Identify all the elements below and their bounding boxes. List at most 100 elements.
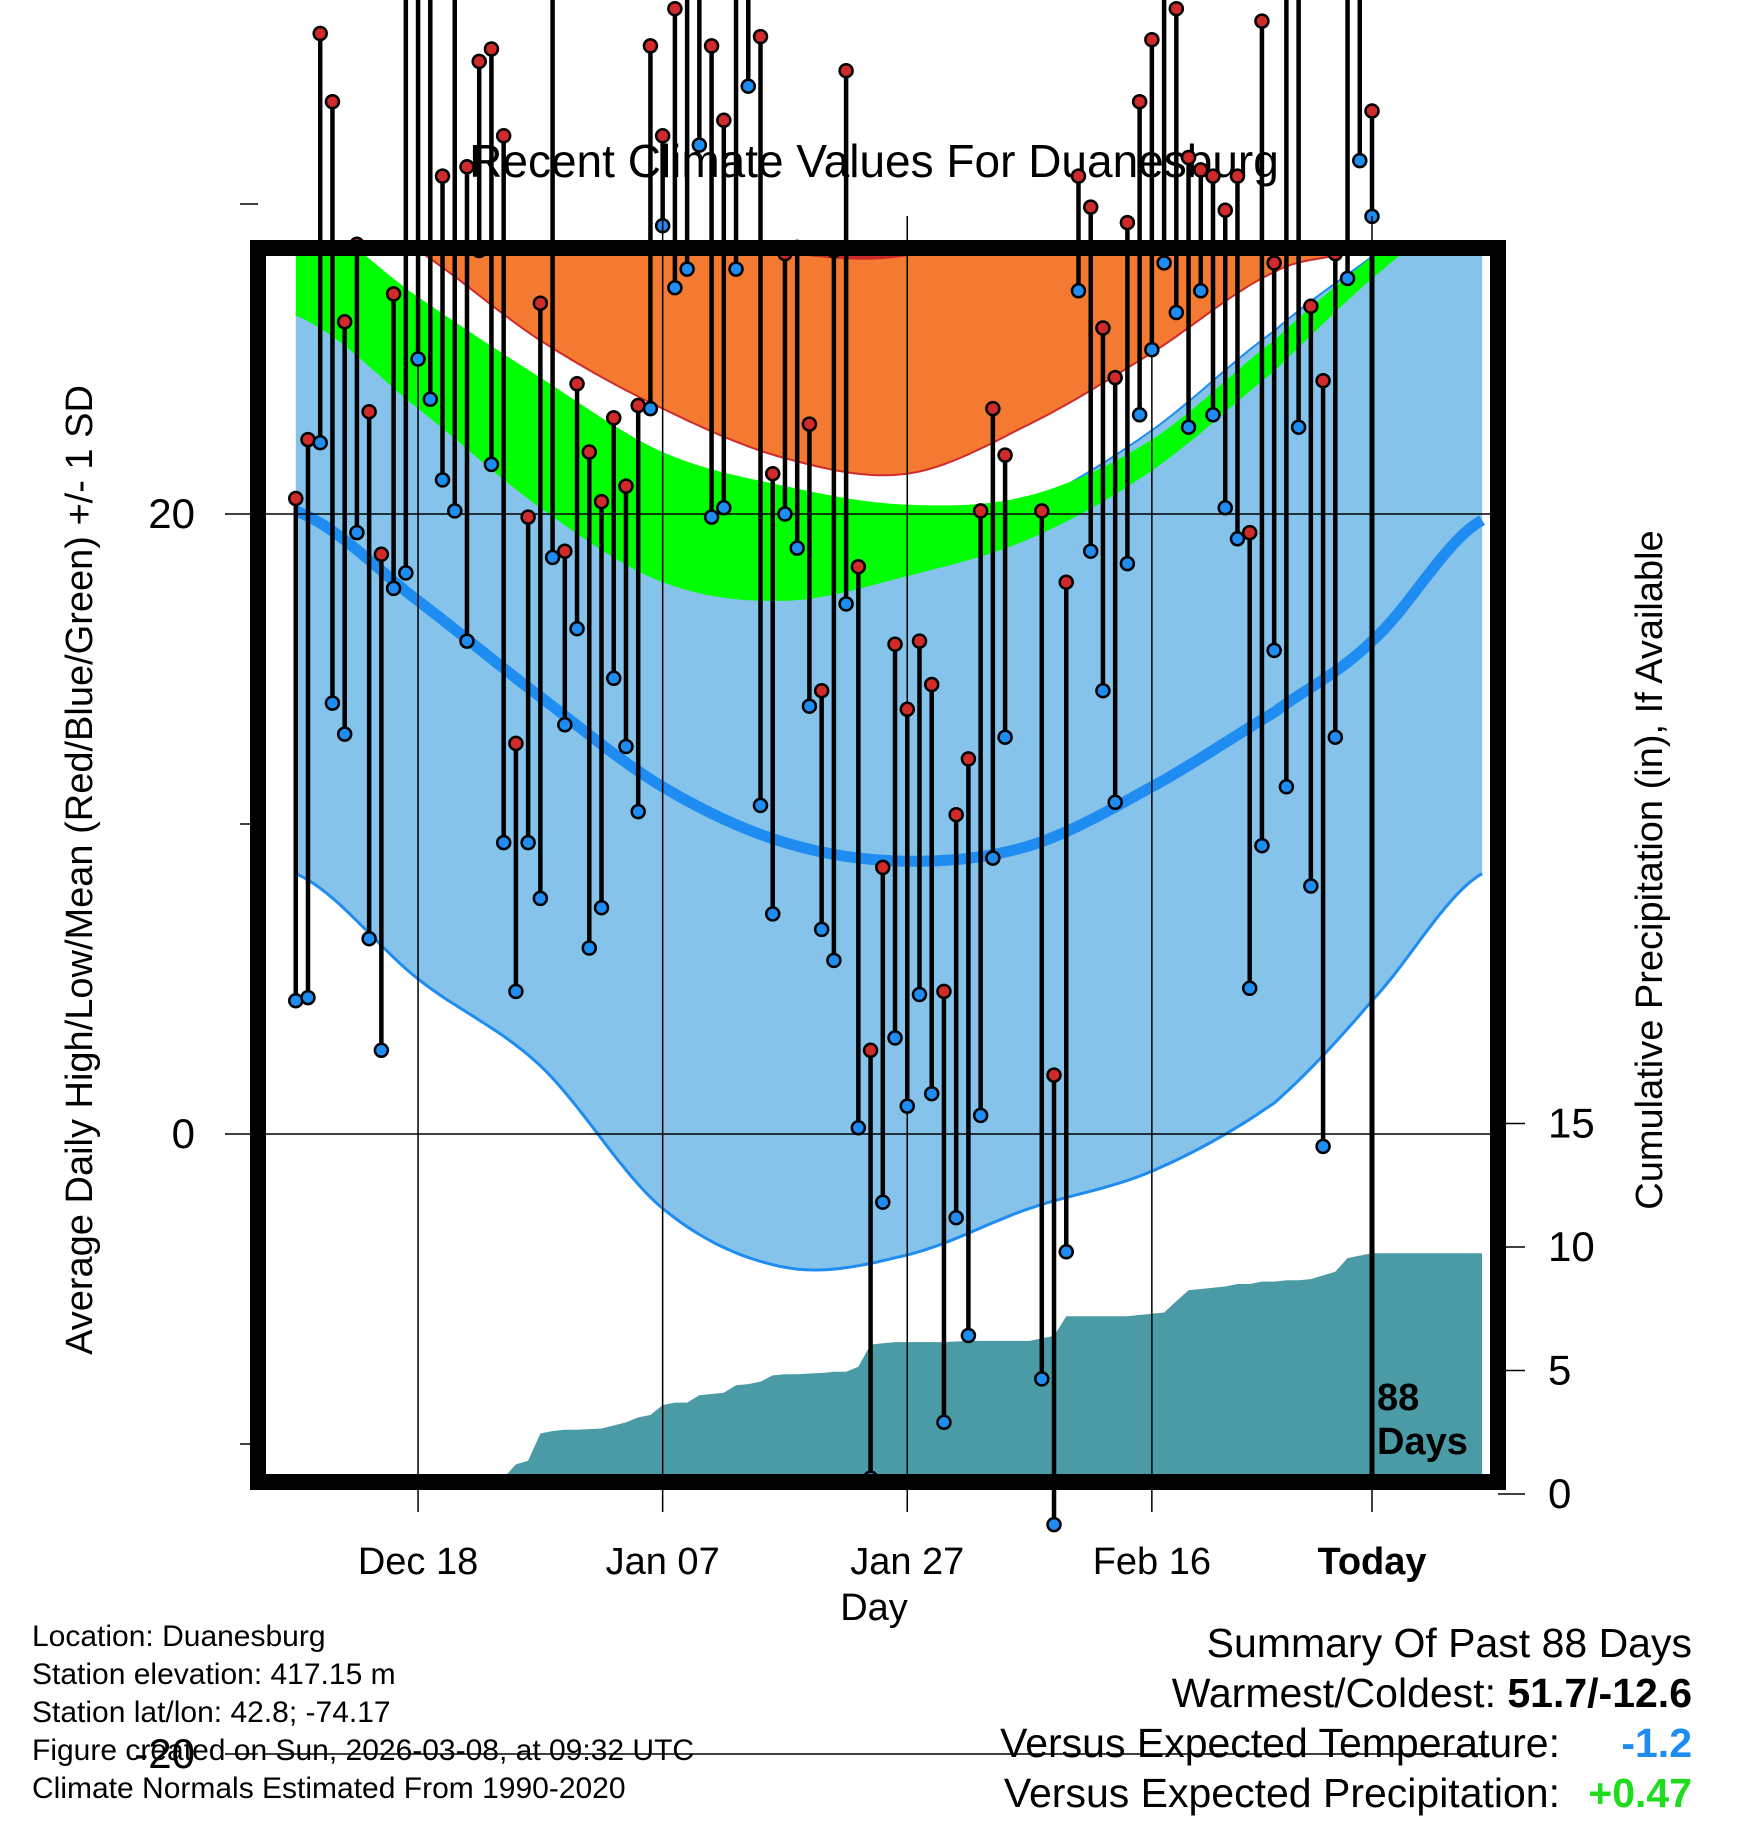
obs-high-dot <box>838 62 854 79</box>
obs-high-dot <box>1082 199 1099 215</box>
obs-high-dot <box>1070 168 1087 184</box>
obs-low-dot <box>557 717 573 733</box>
obs-low-dot <box>936 1414 952 1431</box>
obs-low-dot <box>838 596 854 612</box>
obs-high-dot <box>667 0 683 17</box>
y-axis-label-left: Average Daily High/Low/Mean (Red/Blue/Gr… <box>59 385 101 1355</box>
obs-high-dot <box>703 38 720 54</box>
obs-low-dot <box>520 834 536 851</box>
y-tick-label-right: 15 <box>1548 1100 1595 1147</box>
info-created: Figure created on Sun, 2026-03-08, at 09… <box>32 1734 695 1767</box>
obs-low-dot <box>618 738 634 755</box>
warm-cold-value: 51.7/-12.6 <box>1507 1670 1692 1716</box>
obs-high-dot <box>716 112 732 129</box>
obs-high-dot <box>1058 574 1074 590</box>
obs-low-dot <box>850 1120 867 1136</box>
obs-high-dot <box>1119 214 1136 231</box>
obs-low-dot <box>544 549 561 566</box>
obs-low-dot <box>373 1042 390 1059</box>
obs-high-dot <box>1131 93 1148 110</box>
obs-high-dot <box>630 397 646 414</box>
info-location: Location: Duanesburg <box>32 1620 326 1653</box>
obs-low-dot <box>336 726 353 742</box>
obs-high-dot <box>1095 320 1111 336</box>
obs-low-dot <box>1144 341 1160 358</box>
obs-high-dot <box>1315 372 1331 389</box>
obs-high-dot <box>495 128 512 144</box>
obs-high-dot <box>1364 103 1380 119</box>
obs-high-dot <box>997 447 1013 463</box>
obs-low-dot <box>1303 878 1319 894</box>
obs-high-dot <box>361 403 377 420</box>
summary-panel: Summary Of Past 88 Days Warmest/Coldest:… <box>1000 1618 1692 1818</box>
obs-low-dot <box>1217 500 1233 516</box>
info-elevation: Station elevation: 417.15 m <box>32 1658 396 1691</box>
obs-low-dot <box>1131 407 1148 423</box>
obs-high-dot <box>618 478 634 494</box>
plot-border <box>250 240 1506 1490</box>
obs-low-dot <box>667 279 683 296</box>
obs-low-dot <box>1070 283 1087 299</box>
obs-high-dot <box>324 93 341 110</box>
y-tick-label-right: 5 <box>1548 1347 1571 1394</box>
obs-high-dot <box>972 503 989 519</box>
obs-high-dot <box>385 286 402 302</box>
obs-high-dot <box>312 25 328 42</box>
obs-high-dot <box>532 295 549 311</box>
x-tick-label: Jan 27 <box>850 1541 964 1583</box>
obs-low-dot <box>385 580 402 597</box>
temp-value: -1.2 <box>1621 1720 1692 1766</box>
low-sd-lower-line <box>295 872 1483 1272</box>
obs-low-dot <box>300 989 316 1006</box>
obs-low-dot <box>532 890 549 907</box>
obs-low-dot <box>899 1098 916 1114</box>
obs-low-dot <box>447 503 463 519</box>
precip-value: +0.47 <box>1588 1770 1692 1816</box>
obs-low-dot <box>764 906 781 922</box>
obs-low-dot <box>1327 729 1344 745</box>
obs-high-dot <box>1254 13 1270 29</box>
obs-low-dot <box>1034 1371 1050 1387</box>
station-info: Location: Duanesburg Station elevation: … <box>32 1618 694 1808</box>
y-tick-label-right: 10 <box>1548 1223 1595 1270</box>
obs-high-dot <box>520 509 536 525</box>
obs-high-dot <box>288 490 304 507</box>
obs-low-dot <box>459 633 475 649</box>
obs-high-dot <box>1217 202 1233 218</box>
obs-low-dot <box>887 1030 903 1046</box>
obs-low-dot <box>703 509 720 525</box>
obs-high-dot <box>483 41 500 57</box>
obs-low-dot <box>1193 283 1209 299</box>
normal-bands <box>293 256 1486 1272</box>
obs-low-dot <box>691 137 708 153</box>
obs-low-dot <box>630 803 646 820</box>
obs-high-dot <box>1193 162 1209 178</box>
temp-label: Versus Expected Temperature: <box>1000 1720 1560 1766</box>
summary-warm-cold: Warmest/Coldest: 51.7/-12.6 <box>1000 1668 1692 1718</box>
y-tick-label-left: 20 <box>148 490 195 537</box>
obs-high-dot <box>471 53 487 70</box>
obs-high-dot <box>508 735 524 752</box>
obs-low-dot <box>398 565 414 581</box>
obs-low-dot <box>288 992 304 1009</box>
obs-low-dot <box>997 729 1013 745</box>
obs-high-dot <box>373 546 390 563</box>
obs-high-dot <box>887 636 903 652</box>
obs-low-dot <box>1205 407 1221 423</box>
obs-low-dot <box>923 1085 940 1102</box>
warm-cold-label: Warmest/Coldest: <box>1171 1670 1508 1716</box>
obs-low-dot <box>1315 1138 1331 1155</box>
cumulative-precip-fill <box>506 1253 1483 1475</box>
obs-high-dot <box>1303 298 1319 315</box>
summary-temp: Versus Expected Temperature: -1.2 <box>1000 1718 1692 1768</box>
obs-high-dot <box>752 28 769 45</box>
obs-high-dot <box>434 168 451 184</box>
obs-low-dot <box>777 506 793 522</box>
obs-high-dot <box>1168 0 1185 17</box>
obs-low-dot <box>728 261 744 277</box>
obs-low-dot <box>1278 779 1295 795</box>
obs-low-dot <box>324 695 341 711</box>
obs-high-dot <box>605 410 622 426</box>
obs-low-dot <box>1339 270 1356 287</box>
